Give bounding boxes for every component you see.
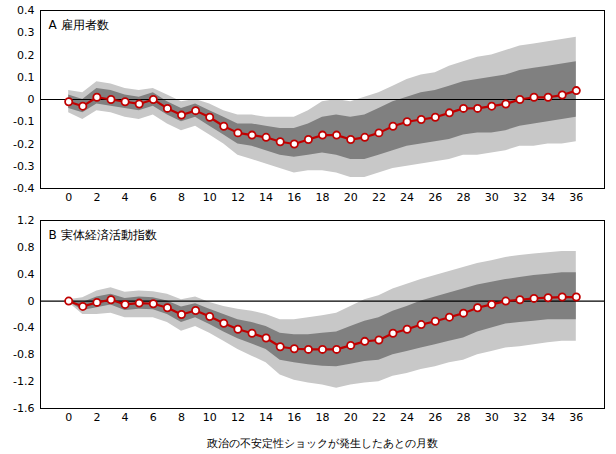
svg-text:8: 8 <box>178 411 185 424</box>
svg-text:12: 12 <box>231 191 245 204</box>
svg-text:18: 18 <box>316 191 330 204</box>
svg-text:-0.3: -0.3 <box>13 160 34 173</box>
svg-text:4: 4 <box>122 411 129 424</box>
svg-text:-1.6: -1.6 <box>13 402 34 415</box>
svg-text:20: 20 <box>344 411 358 424</box>
svg-text:12: 12 <box>231 411 245 424</box>
svg-text:14: 14 <box>259 411 273 424</box>
svg-text:20: 20 <box>344 191 358 204</box>
svg-text:-0.2: -0.2 <box>13 138 34 151</box>
svg-text:0: 0 <box>28 93 35 106</box>
svg-text:-0.4: -0.4 <box>13 182 34 195</box>
svg-text:14: 14 <box>259 191 273 204</box>
svg-text:2: 2 <box>93 411 100 424</box>
svg-text:A 雇用者数: A 雇用者数 <box>49 18 109 32</box>
svg-text:32: 32 <box>513 191 527 204</box>
svg-text:0.4: 0.4 <box>17 4 35 17</box>
svg-text:10: 10 <box>203 411 217 424</box>
svg-text:24: 24 <box>400 411 414 424</box>
svg-text:36: 36 <box>569 191 583 204</box>
svg-text:26: 26 <box>428 191 442 204</box>
svg-text:22: 22 <box>372 191 386 204</box>
svg-text:34: 34 <box>541 191 555 204</box>
svg-text:0.8: 0.8 <box>17 241 35 254</box>
svg-text:26: 26 <box>428 411 442 424</box>
svg-text:24: 24 <box>400 191 414 204</box>
svg-text:30: 30 <box>485 411 499 424</box>
svg-text:-0.4: -0.4 <box>13 321 34 334</box>
svg-text:-1.2: -1.2 <box>13 375 34 388</box>
svg-text:0: 0 <box>65 191 72 204</box>
svg-text:34: 34 <box>541 411 555 424</box>
svg-text:16: 16 <box>287 411 301 424</box>
svg-text:-0.8: -0.8 <box>13 348 34 361</box>
svg-text:2: 2 <box>93 191 100 204</box>
svg-text:30: 30 <box>485 191 499 204</box>
svg-text:0.3: 0.3 <box>17 26 35 39</box>
svg-text:18: 18 <box>316 411 330 424</box>
svg-text:8: 8 <box>178 191 185 204</box>
svg-text:28: 28 <box>457 411 471 424</box>
svg-text:-0.1: -0.1 <box>13 115 34 128</box>
svg-text:22: 22 <box>372 411 386 424</box>
svg-text:1.2: 1.2 <box>17 214 35 227</box>
svg-text:0.4: 0.4 <box>17 268 35 281</box>
svg-text:0.1: 0.1 <box>17 71 35 84</box>
svg-text:0: 0 <box>65 411 72 424</box>
svg-text:36: 36 <box>569 411 583 424</box>
svg-text:28: 28 <box>457 191 471 204</box>
svg-text:政治の不安定性ショックが発生したあとの月数: 政治の不安定性ショックが発生したあとの月数 <box>207 437 438 450</box>
svg-text:4: 4 <box>122 191 129 204</box>
svg-text:0: 0 <box>28 295 35 308</box>
svg-text:10: 10 <box>203 191 217 204</box>
svg-text:16: 16 <box>287 191 301 204</box>
svg-text:6: 6 <box>150 191 157 204</box>
svg-text:32: 32 <box>513 411 527 424</box>
svg-text:B 実体経済活動指数: B 実体経済活動指数 <box>49 228 157 242</box>
svg-text:0.2: 0.2 <box>17 49 35 62</box>
svg-text:6: 6 <box>150 411 157 424</box>
